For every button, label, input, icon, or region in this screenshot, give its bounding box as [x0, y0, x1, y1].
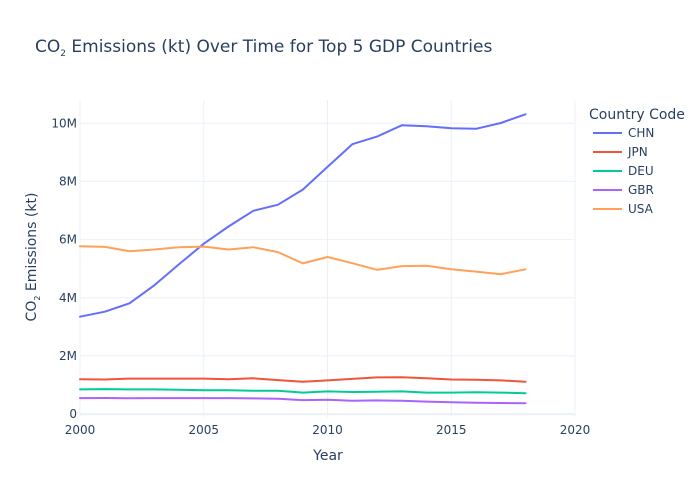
legend-title: Country Code — [589, 107, 685, 123]
legend-label-deu: DEU — [628, 164, 654, 178]
x-gridlines — [79, 100, 576, 417]
series-line-deu — [79, 388, 527, 395]
x-tick-labels: 2000 2005 2010 2015 2020 — [65, 423, 591, 437]
y-tick-label: 10M — [51, 116, 77, 130]
series-line-chn — [79, 113, 527, 318]
x-tick-label: 2020 — [560, 423, 591, 437]
legend-label-jpn: JPN — [627, 145, 648, 159]
series-line-jpn — [79, 376, 527, 383]
chart-title-main: CO — [35, 37, 60, 57]
y-tick-label: 8M — [59, 174, 77, 188]
x-tick-label: 2015 — [436, 423, 467, 437]
y-tick-labels: 0 2M 4M 6M 8M 10M — [51, 116, 77, 421]
chart-title-rest: Emissions (kt) Over Time for Top 5 GDP C… — [66, 37, 492, 57]
y-gridlines — [80, 122, 575, 416]
y-tick-label: 0 — [69, 407, 77, 421]
legend-items: CHN JPN DEU GBR USA — [593, 126, 654, 216]
y-tick-label: 6M — [59, 233, 77, 247]
chart-title: CO2 Emissions (kt) Over Time for Top 5 G… — [35, 37, 492, 59]
legend-label-chn: CHN — [628, 126, 654, 140]
y-axis-title-rest: Emissions (kt) — [24, 193, 40, 296]
x-tick-label: 2010 — [312, 423, 343, 437]
y-axis-title-subscript: 2 — [33, 296, 42, 301]
legend-label-gbr: GBR — [628, 183, 654, 197]
series-line-usa — [79, 245, 527, 276]
x-tick-label: 2005 — [188, 423, 219, 437]
legend-label-usa: USA — [628, 202, 654, 216]
series-line-gbr — [79, 397, 527, 405]
x-axis-title: Year — [312, 448, 343, 464]
chart-title-subscript: 2 — [60, 49, 66, 59]
y-axis-title: CO2 Emissions (kt) — [24, 193, 42, 322]
series-lines — [79, 113, 527, 405]
legend: Country Code CHN JPN DEU GBR USA — [589, 107, 685, 216]
x-tick-label: 2000 — [65, 423, 96, 437]
y-axis-title-main: CO — [24, 301, 40, 322]
y-tick-label: 2M — [59, 349, 77, 363]
y-tick-label: 4M — [59, 291, 77, 305]
